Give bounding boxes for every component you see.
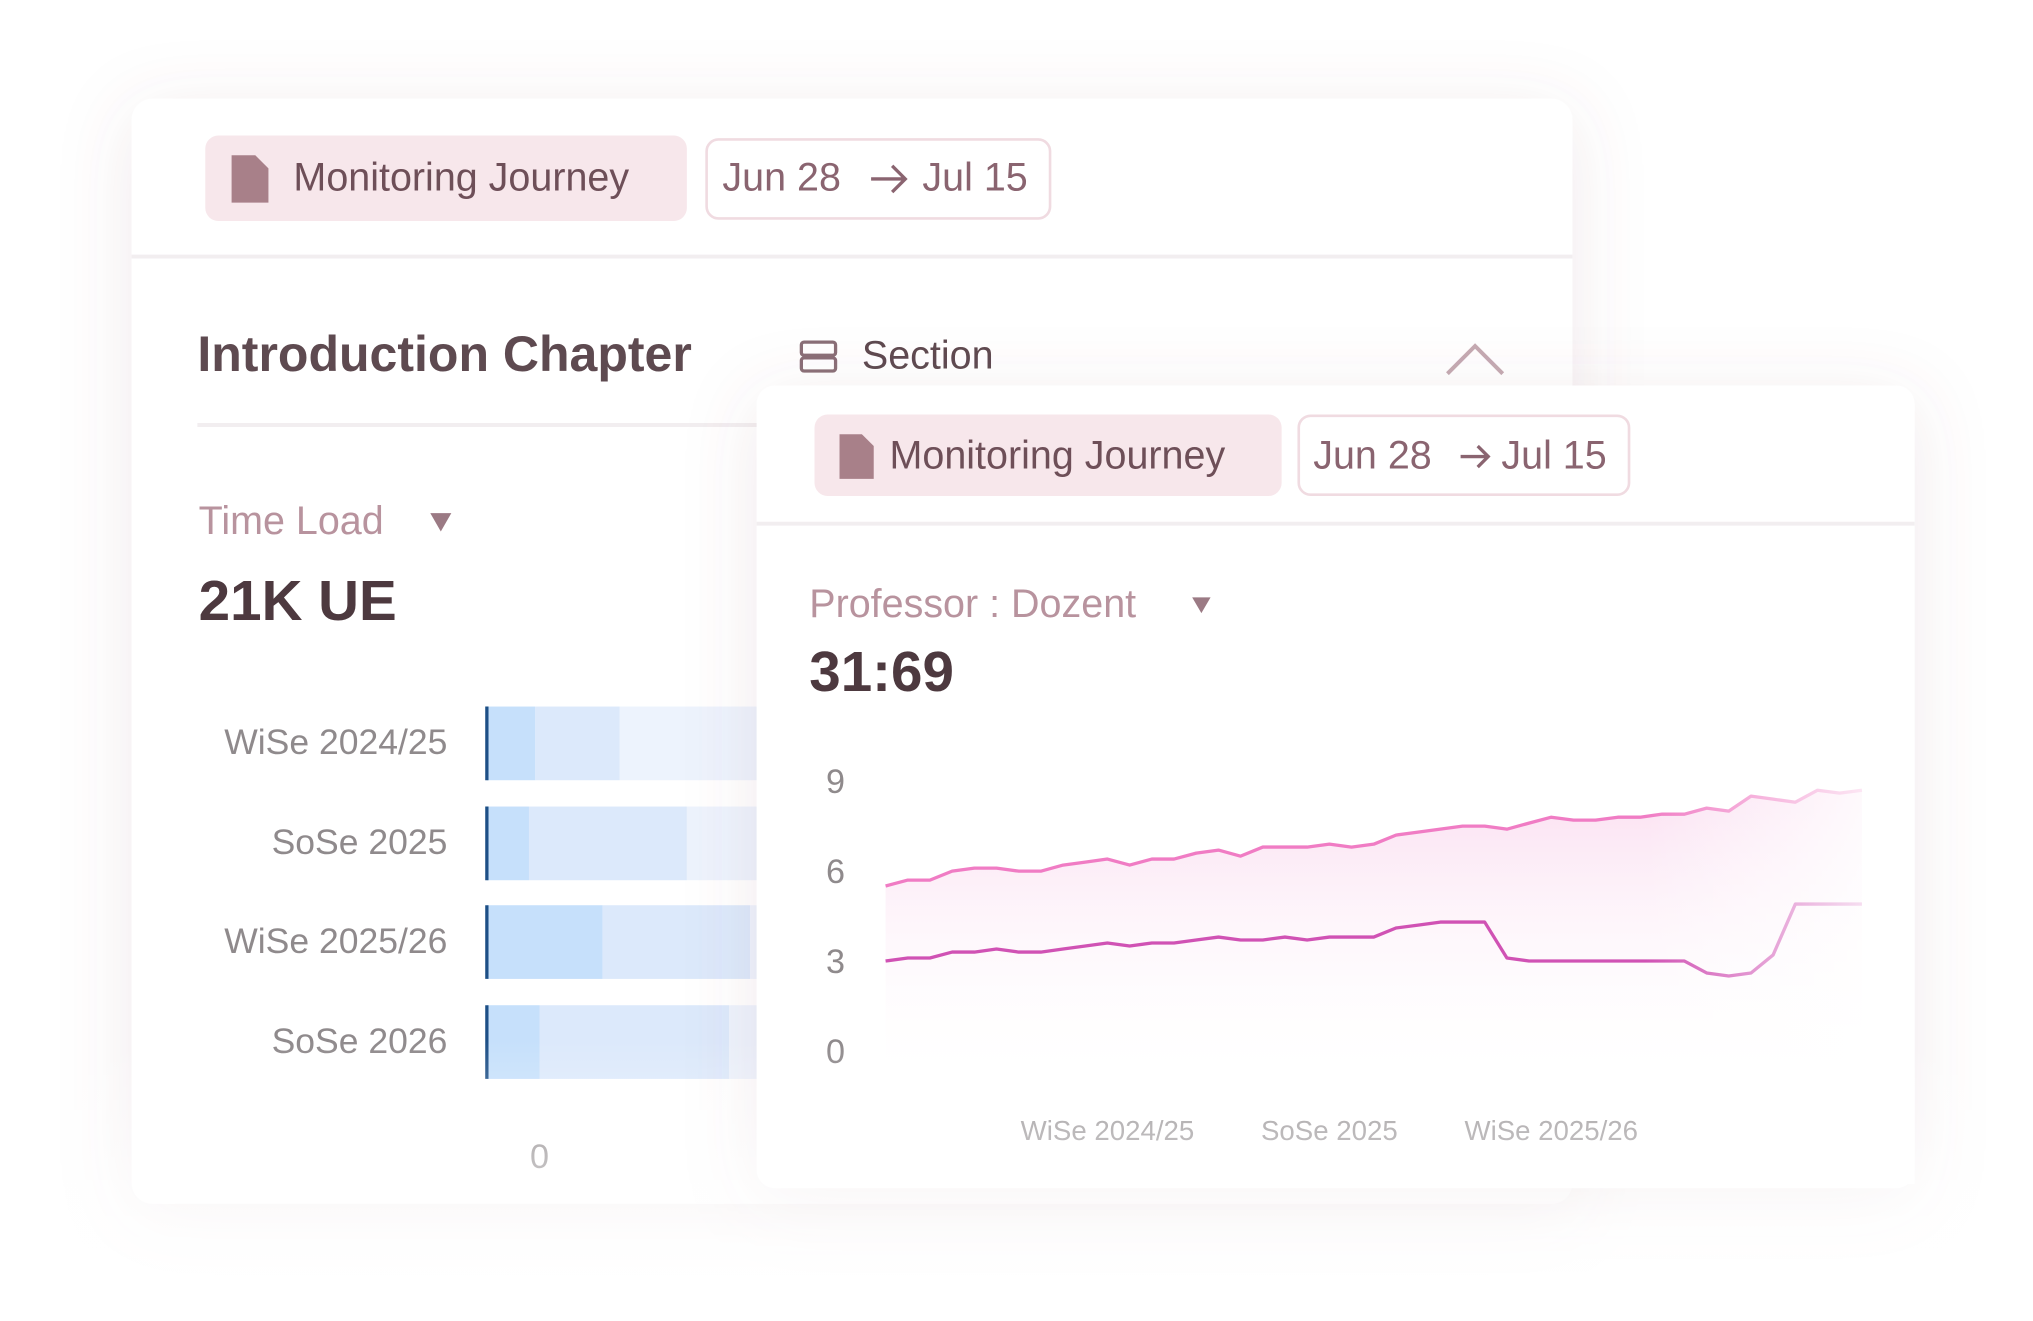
dropdown-icon[interactable] [1192,597,1211,614]
arrow-icon [1460,444,1491,469]
dropdown-icon[interactable] [430,513,452,532]
bar-segment [486,905,603,979]
section-title: Introduction Chapter [197,326,691,382]
tag-label: Monitoring Journey [890,433,1226,477]
metric-value: 31:69 [809,640,954,703]
metric-label: Time Load [199,499,384,543]
y-category-label: WiSe 2025/26 [224,921,447,961]
section-label: Section [862,333,994,377]
tag-chip[interactable] [205,135,687,222]
fade-overlay [0,1039,2033,1321]
y-tick-label: 9 [826,763,845,801]
date-to: Jul 15 [1501,433,1606,477]
bar-segment [486,706,536,781]
metric-label: Professor : Dozent [809,582,1136,626]
front-card: Monitoring Journey Jun 28 Jul 15 Profess… [756,385,1915,1189]
y-tick-label: 6 [826,853,845,891]
arrow-icon [871,164,908,194]
metric-value: 21K UE [199,569,397,632]
y-category-label: WiSe 2024/25 [224,722,447,762]
file-icon [839,434,874,479]
bar-segment [528,806,687,881]
y-category-label: SoSe 2025 [272,822,448,862]
tag-label: Monitoring Journey [293,156,629,200]
bar-segment [619,706,778,781]
date-from: Jun 28 [722,156,841,200]
section-icon [799,340,838,357]
bar-segment [486,806,529,881]
section-icon [799,356,838,373]
bar-segment [535,706,620,781]
y-tick-label: 3 [826,943,845,981]
tag-chip[interactable] [814,414,1282,497]
bar-segment [602,905,751,979]
file-icon [231,155,269,203]
collapse-chevron[interactable] [1446,343,1505,376]
date-to: Jul 15 [922,156,1027,200]
date-from: Jun 28 [1313,433,1432,477]
